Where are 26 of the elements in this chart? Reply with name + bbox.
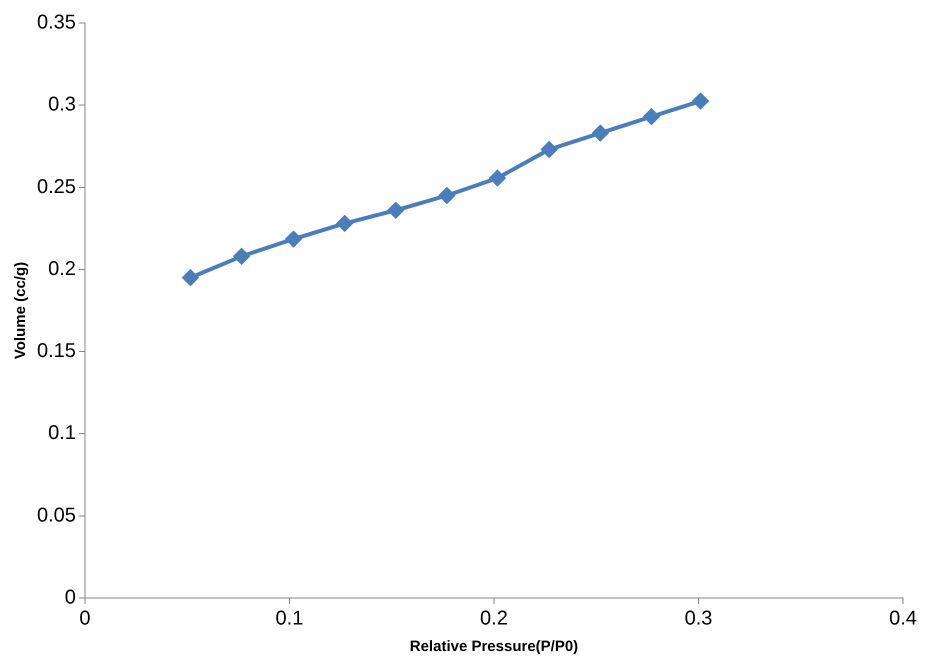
y-tick-label: 0 <box>64 586 76 609</box>
y-tick-label: 0.15 <box>36 340 76 362</box>
x-tick-label: 0.2 <box>480 608 508 630</box>
point <box>592 124 609 142</box>
x-tick-label: 0.1 <box>276 608 304 630</box>
point <box>285 230 302 248</box>
point <box>387 202 404 219</box>
y-axis-title: Volume (cc/g) <box>12 262 30 360</box>
y-tick-label: 0.2 <box>48 258 76 280</box>
x-tick-label: 0.4 <box>889 608 917 630</box>
y-tick-label: 0.05 <box>36 504 76 526</box>
point <box>438 187 456 204</box>
point <box>540 141 558 158</box>
x-tick-label: 0 <box>79 608 90 630</box>
y-tick-label: 0.35 <box>36 12 76 34</box>
point <box>488 170 506 187</box>
point <box>182 269 199 286</box>
x-tick-label: 0.3 <box>684 608 712 630</box>
y-tick-label: 0.3 <box>48 94 76 116</box>
point <box>233 248 250 265</box>
point <box>692 92 710 110</box>
point <box>642 108 660 126</box>
y-tick-label: 0.25 <box>36 176 76 198</box>
x-axis-title: Relative Pressure(P/P0) <box>410 638 578 656</box>
y-tick-label: 0.1 <box>48 422 76 444</box>
point <box>336 214 354 232</box>
